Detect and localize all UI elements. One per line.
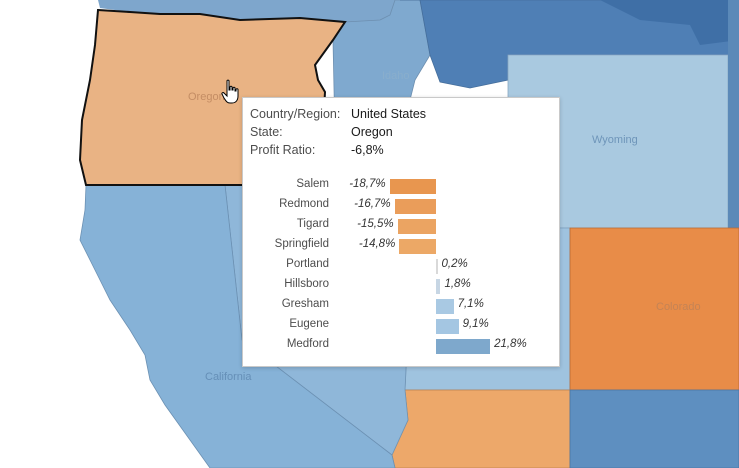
state-label-idaho: Idaho: [382, 70, 410, 82]
city-label: Redmond: [279, 198, 329, 210]
city-label: Salem: [296, 178, 329, 190]
state-arizona[interactable]: [391, 389, 571, 468]
city-label: Eugene: [289, 318, 329, 330]
state-washington[interactable]: [98, 0, 395, 22]
state-label-wyoming: Wyoming: [592, 134, 638, 146]
city-bar: [389, 179, 436, 194]
city-row: Springfield -14,8%: [243, 236, 559, 256]
city-value-label: -15,5%: [357, 218, 394, 230]
state-colorado[interactable]: [569, 227, 739, 391]
city-profit-bar-chart: Salem -18,7% Redmond -16,7% Tigard -15,5% Spri…: [243, 176, 559, 362]
city-bar: [436, 339, 491, 354]
city-row: Portland 0,2%: [243, 256, 559, 276]
city-value-label: -14,8%: [358, 238, 396, 250]
city-row: Tigard -15,5%: [243, 216, 559, 236]
city-value-label: 9,1%: [462, 318, 489, 330]
tooltip-value: Oregon: [351, 125, 393, 139]
city-label: Medford: [286, 338, 329, 350]
city-value-label: 21,8%: [494, 338, 527, 350]
city-bar: [399, 239, 436, 254]
city-bar: [436, 299, 454, 314]
city-row: Eugene 9,1%: [243, 316, 559, 336]
tooltip-key: Profit Ratio:: [250, 143, 316, 157]
city-value-label: -16,7%: [354, 198, 391, 210]
city-bar: [436, 319, 459, 334]
city-label: Portland: [286, 258, 329, 270]
state-montana[interactable]: [400, 0, 739, 89]
city-row: Salem -18,7%: [243, 176, 559, 196]
tooltip-row-profit-ratio: Profit Ratio: -6,8%: [250, 143, 384, 157]
tooltip: Country/Region: United States State: Orego…: [242, 97, 560, 367]
state-label-california: California: [205, 371, 252, 383]
tooltip-row-country: Country/Region: United States: [250, 107, 426, 121]
city-label: Hillsboro: [284, 278, 329, 290]
city-value-label: 1,8%: [444, 278, 471, 290]
city-bar: [436, 279, 441, 294]
city-row: Redmond -16,7%: [243, 196, 559, 216]
city-value-label: -18,7%: [349, 178, 386, 190]
city-value-label: 0,2%: [441, 258, 468, 270]
state-label-oregon: Oregon: [188, 91, 225, 103]
city-row: Medford 21,8%: [243, 336, 559, 356]
state-california[interactable]: [79, 184, 396, 468]
city-row: Gresham 7,1%: [243, 296, 559, 316]
tooltip-value: -6,8%: [351, 143, 384, 157]
hand-cursor-icon: [221, 79, 239, 104]
city-label: Gresham: [281, 298, 329, 310]
state-new-mexico[interactable]: [569, 389, 739, 468]
city-bar: [397, 219, 436, 234]
tooltip-row-state: State: Oregon: [250, 125, 393, 139]
tooltip-key: State:: [250, 125, 283, 139]
city-value-label: 7,1%: [457, 298, 484, 310]
city-label: Tigard: [296, 218, 329, 230]
tooltip-value: United States: [351, 107, 427, 121]
city-label: Springfield: [274, 238, 329, 250]
city-row: Hillsboro 1,8%: [243, 276, 559, 296]
city-bar: [436, 259, 438, 274]
tooltip-key: Country/Region:: [250, 107, 341, 121]
city-bar: [394, 199, 436, 214]
state-label-colorado: Colorado: [656, 301, 701, 313]
